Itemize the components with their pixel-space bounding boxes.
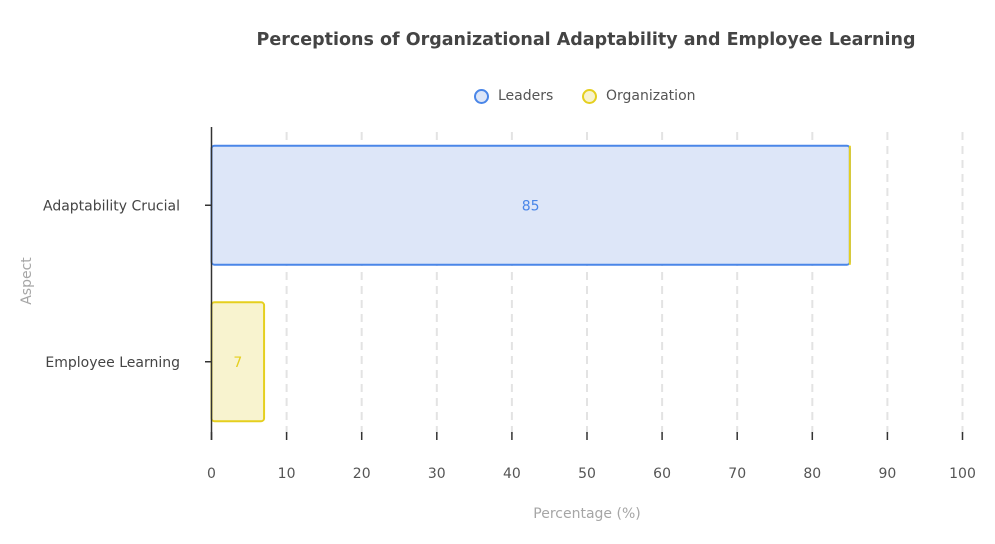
x-tick-label: 40 — [503, 466, 521, 482]
legend-item-organization[interactable]: Organization — [582, 85, 696, 107]
legend-label-organization: Organization — [606, 88, 696, 104]
x-tick-label: 70 — [728, 466, 746, 482]
data-label: 85 — [522, 198, 540, 214]
x-tick-label: 30 — [428, 466, 446, 482]
y-axis-title: Aspect — [19, 257, 35, 305]
x-tick-label: 100 — [949, 466, 976, 482]
legend-swatch-organization — [582, 88, 597, 104]
x-axis-title: Percentage (%) — [533, 506, 640, 522]
data-label: 7 — [233, 355, 242, 371]
y-tick-label: Employee Learning — [45, 355, 180, 371]
chart-title: Perceptions of Organizational Adaptabili… — [256, 30, 916, 50]
x-tick-label: 60 — [653, 466, 671, 482]
y-tick-label: Adaptability Crucial — [43, 198, 180, 214]
legend-swatch-leaders — [474, 88, 489, 104]
legend-label-leaders: Leaders — [498, 88, 554, 104]
x-tick-label: 10 — [278, 466, 296, 482]
x-tick-label: 80 — [803, 466, 821, 482]
x-tick-label: 0 — [207, 466, 216, 482]
x-tick-label: 90 — [878, 466, 896, 482]
legend-item-leaders[interactable]: Leaders — [474, 85, 553, 107]
x-tick-label: 20 — [353, 466, 371, 482]
x-tick-label: 50 — [578, 466, 596, 482]
